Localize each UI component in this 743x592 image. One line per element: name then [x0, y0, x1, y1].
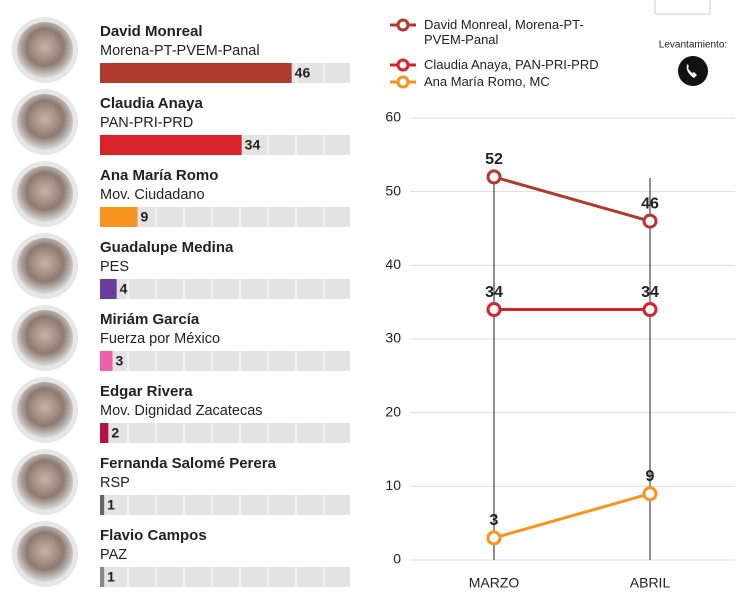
candidate-name: Flavio Campos	[100, 527, 207, 544]
candidate-name: Guadalupe Medina	[100, 239, 234, 256]
y-tick-label: 40	[385, 256, 401, 272]
series-line	[493, 492, 651, 540]
point-label: 34	[485, 284, 503, 301]
bar-track	[100, 279, 350, 299]
photo-face	[17, 454, 73, 510]
note: Levantamiento:	[659, 40, 727, 51]
point	[642, 213, 658, 229]
photo-face	[17, 22, 73, 78]
point	[486, 169, 502, 185]
value-label: 3	[116, 353, 124, 369]
value-label: 4	[120, 281, 128, 297]
photo-face	[17, 94, 73, 150]
candidate-name: Edgar Rivera	[100, 383, 193, 400]
party: Mov. Ciudadano	[100, 187, 205, 203]
bar-track	[100, 495, 350, 515]
value-label: 9	[141, 209, 149, 225]
bar	[100, 63, 292, 83]
party: PES	[100, 259, 129, 275]
x-tick-label: MARZO	[469, 575, 520, 591]
bar	[100, 135, 242, 155]
y-tick-label: 30	[385, 330, 401, 346]
point-label: 9	[646, 468, 655, 485]
point-label: 52	[485, 151, 503, 168]
legend-marker	[396, 75, 410, 89]
value-label: 2	[111, 425, 119, 441]
legend-marker	[396, 58, 410, 72]
value-label: 46	[295, 65, 311, 81]
photo-face	[17, 238, 73, 294]
bar	[100, 567, 105, 587]
phone-glyph	[686, 63, 697, 78]
photo-face	[17, 382, 73, 438]
value-label: 1	[107, 497, 115, 513]
bar	[100, 279, 117, 299]
y-tick-label: 20	[385, 403, 401, 419]
point	[486, 530, 502, 546]
legend-entry: Claudia Anaya, PAN-PRI-PRD	[424, 57, 599, 72]
photo-face	[17, 166, 73, 222]
bar-track	[100, 567, 350, 587]
candidate-name: Claudia Anaya	[100, 95, 203, 112]
party: Morena-PT-PVEM-Panal	[100, 43, 260, 59]
phone-icon	[678, 56, 708, 86]
y-tick-label: 50	[385, 182, 401, 198]
bar-track	[100, 351, 350, 371]
photo-face	[17, 310, 73, 366]
value-label: 34	[245, 137, 261, 153]
x-tick-label: ABRIL	[630, 575, 671, 591]
party: RSP	[100, 475, 130, 491]
bar	[100, 495, 105, 515]
legend-entry: Ana María Romo, MC	[424, 74, 550, 89]
point	[642, 486, 658, 502]
cut-box	[654, 0, 711, 15]
candidate-name: Miriám García	[100, 311, 200, 328]
legend-entry: David Monreal, Morena-PT-PVEM-Panal	[424, 17, 584, 47]
party: PAZ	[100, 547, 127, 563]
point-label: 46	[641, 195, 659, 212]
value-label: 1	[107, 569, 115, 585]
point	[642, 302, 658, 318]
bar	[100, 351, 113, 371]
y-tick-label: 60	[385, 109, 401, 125]
candidate-name: Ana María Romo	[100, 167, 218, 184]
bar-track	[100, 423, 350, 443]
candidate-name: Fernanda Salomé Perera	[100, 455, 277, 472]
party: Mov. Dignidad Zacatecas	[100, 403, 263, 419]
bar-track	[100, 207, 350, 227]
bar	[100, 207, 138, 227]
y-tick-label: 10	[385, 477, 401, 493]
series-line	[493, 175, 651, 223]
bar	[100, 423, 109, 443]
party: Fuerza por México	[100, 331, 220, 347]
point-label: 3	[490, 512, 499, 529]
legend-marker	[396, 18, 410, 32]
candidate-name: David Monreal	[100, 23, 203, 40]
party: PAN-PRI-PRD	[100, 115, 193, 131]
point-label: 34	[641, 284, 659, 301]
point	[486, 302, 502, 318]
y-tick-label: 0	[393, 551, 401, 567]
photo-face	[17, 526, 73, 582]
